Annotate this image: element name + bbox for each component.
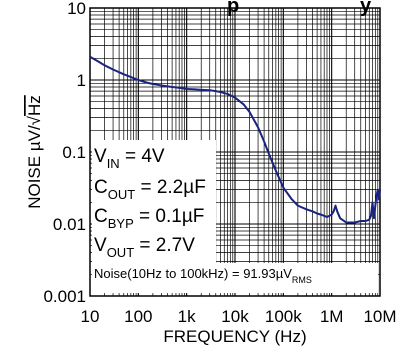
y-axis-label: NOISE µV/√Hz (25, 95, 44, 209)
y-tick-label: 0.001 (43, 287, 86, 306)
noise-series-line (89, 55, 381, 224)
noise-annotation-box (92, 263, 378, 293)
cbyp-annotation: CBYP = 0.1µF (94, 206, 204, 231)
y-tick-label: 1 (77, 71, 86, 90)
x-tick-label: 1k (178, 307, 196, 326)
y-tick-label: 0.01 (53, 215, 86, 234)
x-tick-label: 100k (265, 307, 302, 326)
svg-text:NOISE µV/√Hz: NOISE µV/√Hz (25, 95, 44, 209)
x-tick-label: 100 (124, 307, 152, 326)
vout-annotation: VOUT = 2.7V (94, 235, 195, 260)
series-layer (89, 55, 381, 224)
y-tick-label: 0.1 (62, 143, 86, 162)
plot-frame (89, 7, 381, 297)
noise-annotation: Noise(10Hz to 100kHz) = 91.93µVRMS (94, 266, 312, 285)
x-tick-label: 1M (320, 307, 344, 326)
y-tick-label: 10 (67, 0, 86, 18)
y-axis-label-radical: √ (25, 115, 44, 125)
y-axis-label-main: NOISE µV/ (25, 125, 44, 209)
x-tick-label: 10k (221, 307, 249, 326)
x-tick-label: 10M (363, 307, 396, 326)
x-axis-label: FREQUENCY (Hz) (163, 327, 306, 346)
x-tick-label: 10 (81, 307, 100, 326)
tick-labels: 10 100 1k 10k 100k 1M 10M 10 1 0.1 0.01 0.001 (43, 0, 396, 326)
vin-annotation: VIN = 4V (94, 146, 165, 171)
cout-annotation: COUT = 2.2µF (94, 177, 206, 202)
y-axis-label-radicand: Hz (25, 95, 44, 116)
annotation-box (92, 140, 216, 263)
